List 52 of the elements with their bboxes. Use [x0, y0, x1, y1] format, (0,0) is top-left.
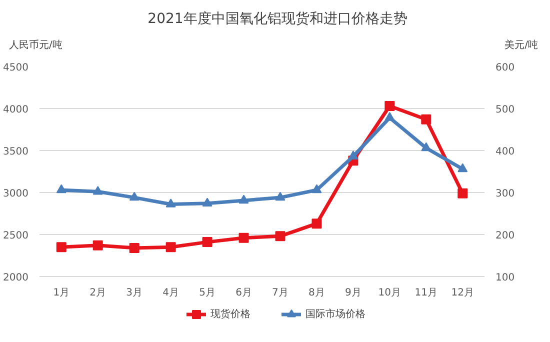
point [202, 198, 212, 207]
y-tick-label: 2000 [3, 272, 29, 284]
point [458, 188, 468, 198]
point [275, 192, 286, 201]
legend-label: 国际市场价格 [306, 308, 366, 321]
point [384, 100, 395, 111]
x-tick-label: 4月 [162, 288, 180, 298]
x-tick-label: 10月 [378, 288, 402, 298]
y2-tick-label: 100 [496, 272, 515, 284]
y-tick-label: 3500 [3, 146, 29, 158]
y2-tick-label: 200 [496, 230, 515, 242]
x-tick-label: 3月 [126, 288, 143, 298]
y-tick-label: 4500 [3, 62, 29, 74]
point [56, 184, 66, 194]
x-tick-label: 11月 [414, 288, 438, 298]
y-tick-label: 4000 [3, 104, 29, 116]
point [238, 194, 249, 204]
point [384, 112, 395, 121]
point [421, 142, 432, 152]
x-tick-label: 6月 [236, 288, 252, 298]
x-tick-label: 2月 [90, 288, 106, 298]
point [129, 242, 140, 253]
y2-tick-label: 400 [496, 146, 515, 158]
point [348, 150, 358, 160]
point [92, 240, 103, 250]
legend-label: 现货价格 [210, 308, 250, 321]
x-tick-label: 7月 [272, 288, 288, 298]
y2-tick-label: 500 [496, 104, 515, 116]
y-tick-label: 3000 [3, 188, 29, 200]
point [166, 198, 176, 208]
x-tick-label: 5月 [199, 288, 216, 298]
point [202, 237, 212, 248]
point [238, 232, 249, 243]
y-tick-label: 2500 [3, 230, 29, 242]
point [421, 114, 432, 124]
point [458, 163, 468, 172]
x-tick-label: 9月 [345, 288, 362, 298]
y2-axis-title: 美元/吨 [504, 39, 538, 53]
y-axis-title: 人民币元/吨 [9, 39, 62, 53]
point [275, 231, 286, 242]
point [56, 242, 66, 252]
y2-tick-label: 600 [496, 62, 515, 74]
point [166, 242, 176, 252]
point [312, 218, 322, 229]
point [129, 192, 140, 201]
x-tick-label: 8月 [308, 288, 325, 298]
point [92, 186, 103, 195]
x-tick-label: 12月 [451, 288, 474, 298]
x-tick-label: 1月 [53, 288, 70, 298]
point [312, 184, 322, 194]
chart-title: 2021年度中国氧化铝现货和进口价格走势 [148, 10, 408, 29]
y2-tick-label: 300 [496, 188, 515, 200]
